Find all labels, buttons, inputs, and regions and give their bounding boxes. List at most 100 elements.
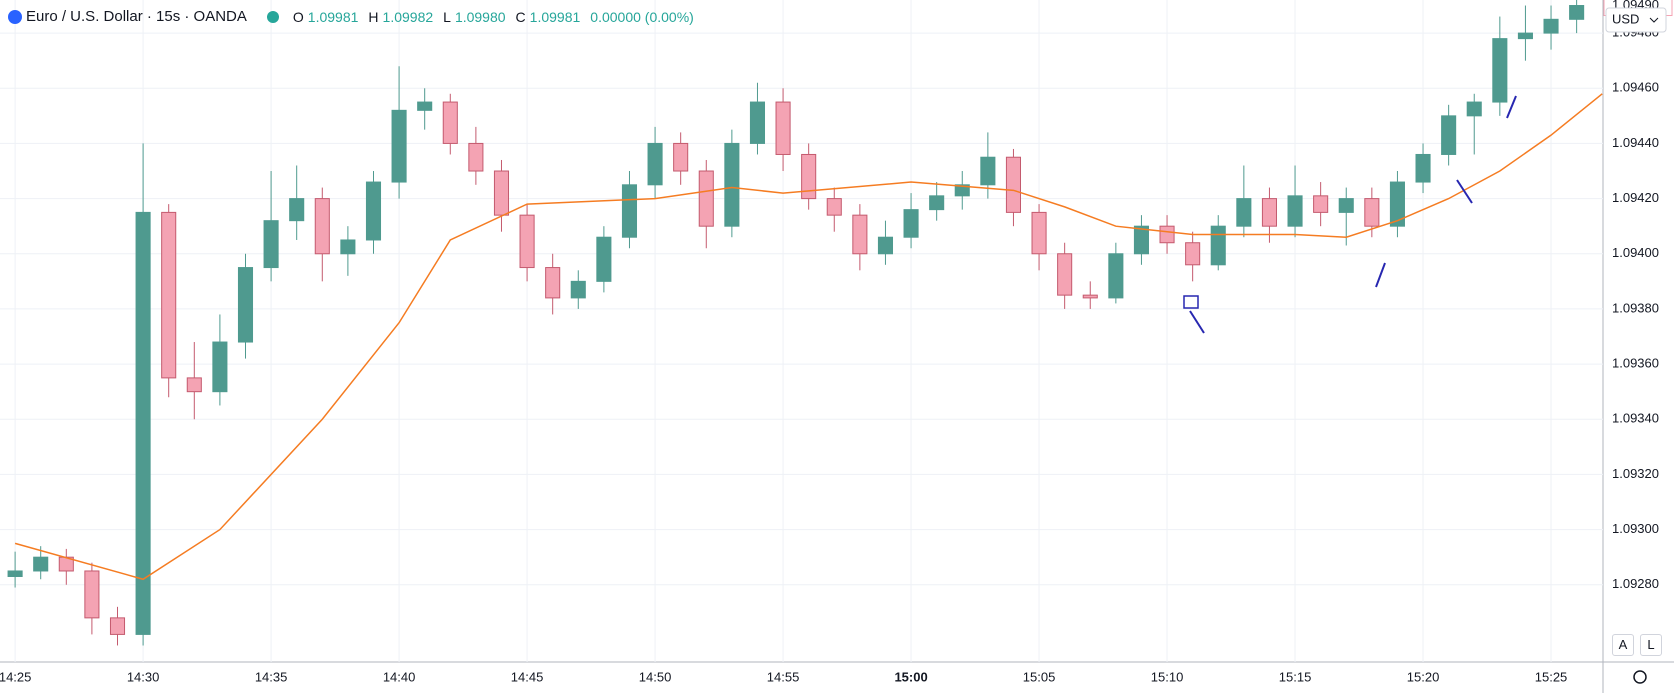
dropdown-arrow — [1649, 17, 1659, 23]
candle-body — [1287, 195, 1303, 227]
candle-body — [954, 184, 970, 197]
candle-body — [724, 142, 740, 227]
log-scale-button[interactable]: L — [1640, 634, 1662, 656]
y-tick-label: 1.09360 — [1612, 356, 1659, 371]
drawing-line — [1189, 310, 1205, 334]
drawing-line — [1375, 262, 1386, 288]
candle-body — [1159, 225, 1175, 244]
symbol-icon — [8, 9, 22, 24]
x-tick-label: 14:55 — [767, 669, 800, 684]
candle-body — [1543, 18, 1559, 34]
candle-body — [1236, 198, 1252, 227]
auto-scale-button[interactable]: A — [1612, 634, 1634, 656]
y-tick-label: 1.09320 — [1612, 466, 1659, 481]
candle-body — [801, 153, 817, 200]
candle-body — [340, 239, 356, 255]
o: 1.09981 — [307, 8, 359, 25]
plot — [7, 0, 1603, 646]
candle-body — [7, 570, 23, 577]
y-tick-label: 1.09420 — [1612, 190, 1659, 205]
candle-body — [545, 267, 561, 299]
y-tick-label: 1.09300 — [1612, 521, 1659, 536]
candle-body — [621, 184, 638, 238]
x-tick-label: 15:00 — [894, 669, 927, 684]
x-tick-label: 14:25 — [0, 669, 31, 684]
x-tick-label: 15:15 — [1279, 669, 1312, 684]
x-tick-label: 15:10 — [1151, 669, 1184, 684]
o-label: O — [292, 8, 304, 25]
currency-select[interactable] — [1605, 7, 1667, 33]
candle-body — [570, 280, 586, 299]
candle-body — [1185, 242, 1201, 266]
legend: Euro / U.S. Dollar · 15s · OANDA O 1.0998… — [8, 8, 694, 25]
candle-body — [468, 142, 484, 172]
candle-body — [442, 101, 458, 144]
candle-body — [1133, 225, 1149, 255]
drawing-line — [1456, 179, 1473, 204]
moving-average — [14, 93, 1603, 581]
candle-body — [980, 156, 996, 186]
drawing-box — [1183, 295, 1199, 309]
candle-body — [673, 142, 689, 172]
candle-body — [698, 170, 714, 227]
drawing-line — [1506, 95, 1517, 119]
candle-body — [826, 198, 842, 216]
candle-body — [493, 170, 510, 216]
y-tick-label: 1.09340 — [1612, 411, 1659, 426]
candle-body — [161, 211, 177, 379]
x-tick-label: 15:20 — [1407, 669, 1440, 684]
candle-body — [1569, 5, 1585, 20]
candle-body — [929, 195, 945, 211]
candle-body — [1364, 198, 1380, 227]
y-tick-label: 1.09460 — [1612, 80, 1659, 95]
c: 1.09981 — [529, 8, 581, 25]
h: 1.09982 — [382, 8, 434, 25]
x-tick-label: 14:35 — [255, 669, 288, 684]
candle-body — [519, 214, 535, 269]
candle-body — [1005, 156, 1021, 213]
x-tick-label: 15:05 — [1023, 669, 1056, 684]
drawings — [1183, 95, 1517, 334]
candle-body — [1415, 153, 1431, 183]
candle-body — [263, 220, 279, 269]
candle-body — [1492, 38, 1508, 103]
candle-body — [647, 142, 663, 186]
y-tick-label: 1.09400 — [1612, 245, 1659, 260]
change: 0.00000 (0.00%) — [590, 8, 694, 25]
candle-body — [365, 181, 382, 241]
candle-body — [314, 198, 330, 255]
x-tick-label: 14:50 — [639, 669, 672, 684]
settings-icon[interactable] — [1633, 670, 1647, 684]
x-tick-label: 14:40 — [383, 669, 416, 684]
candle-body — [1441, 115, 1457, 155]
candle-body — [109, 617, 126, 635]
candle-body — [417, 101, 433, 111]
candle-body — [186, 377, 202, 393]
candle-body — [212, 341, 228, 393]
candle-body — [852, 214, 868, 255]
candle-body — [775, 101, 791, 155]
candle-body — [33, 556, 49, 572]
candle-body — [749, 101, 766, 144]
currency[interactable]: USD — [1612, 11, 1639, 26]
candle-body — [84, 570, 100, 619]
candle-body — [289, 198, 305, 222]
candle-body — [1082, 294, 1098, 299]
candle-body — [596, 236, 612, 282]
candle-body — [237, 267, 254, 343]
last-price-label: 1.09490 — [1612, 0, 1659, 12]
candle-body — [1108, 253, 1124, 299]
x-tick-label: 14:30 — [127, 669, 160, 684]
candle-body — [1261, 198, 1277, 227]
candle-body — [1031, 211, 1047, 255]
candle-body — [1057, 253, 1073, 296]
x-tick-label: 15:25 — [1535, 669, 1568, 684]
l-label: L — [443, 8, 451, 25]
candle-body — [1313, 195, 1329, 213]
status-dot — [266, 10, 279, 23]
l: 1.09980 — [454, 8, 506, 25]
x-tick-label: 14:45 — [511, 669, 544, 684]
candle-body — [903, 209, 919, 238]
